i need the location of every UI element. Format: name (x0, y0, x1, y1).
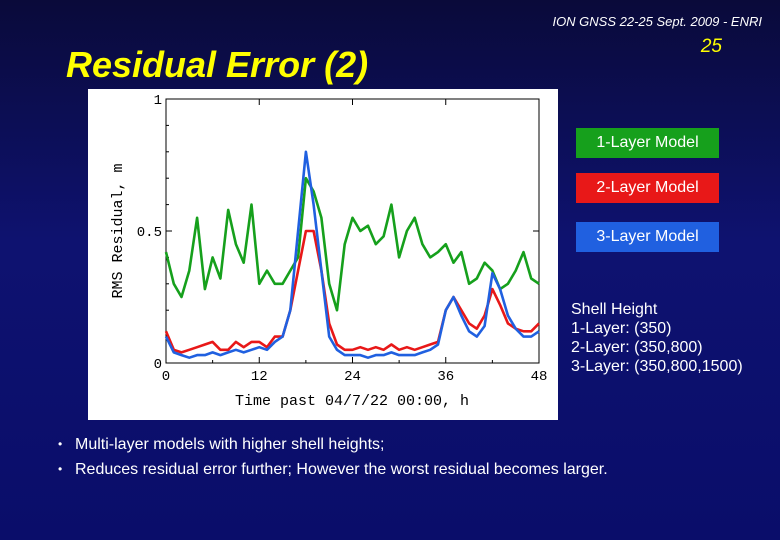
bullet-item: • Reduces residual error further; However… (58, 457, 608, 482)
bullet-item: • Multi-layer models with higher shell he… (58, 432, 608, 457)
shell-height-heading: Shell Height (571, 301, 658, 318)
bullet-dot-icon: • (58, 437, 63, 451)
shell-height-line-1: 1-Layer: (350) (571, 320, 672, 337)
y-tick-label: 0 (154, 357, 162, 373)
x-tick-label: 36 (437, 369, 454, 385)
shell-height-block: Shell Height 1-Layer: (350) 2-Layer: (35… (571, 300, 743, 376)
y-tick-label: 1 (154, 93, 162, 109)
series-line-1 (164, 176, 540, 312)
bullet-list: • Multi-layer models with higher shell he… (58, 432, 608, 482)
x-tick-label: 48 (531, 369, 548, 385)
chart-panel: 0 12 24 36 48 0 0.5 1 RMS Residual, m Time past… (88, 89, 558, 420)
shell-height-line-3: 3-Layer: (350,800,1500) (571, 358, 743, 375)
x-tick-label: 12 (251, 369, 268, 385)
y-axis-label: RMS Residual, m (110, 163, 127, 298)
conference-label: ION GNSS 22-25 Sept. 2009 - ENRI (552, 14, 762, 29)
shell-height-line-2: 2-Layer: (350,800) (571, 339, 703, 356)
x-tick-label: 0 (162, 369, 170, 385)
legend-1-layer: 1-Layer Model (576, 128, 719, 158)
x-tick-label: 24 (344, 369, 361, 385)
slide-title: Residual Error (2) (66, 44, 369, 85)
legend-2-layer: 2-Layer Model (576, 173, 719, 203)
bullet-dot-icon: • (58, 462, 63, 476)
legend-3-layer: 3-Layer Model (576, 222, 719, 252)
x-axis-label: Time past 04/7/22 00:00, h (235, 393, 469, 410)
bullet-text: Reduces residual error further; However … (75, 461, 608, 478)
y-tick-label: 0.5 (137, 225, 162, 241)
residual-chart: 0 12 24 36 48 0 0.5 1 RMS Residual, m Time past… (110, 93, 548, 410)
page-number: 25 (700, 36, 722, 57)
series-line-3 (164, 150, 540, 360)
bullet-text: Multi-layer models with higher shell hei… (75, 436, 385, 453)
plot-frame (165, 98, 540, 364)
series-line-2 (164, 229, 540, 354)
